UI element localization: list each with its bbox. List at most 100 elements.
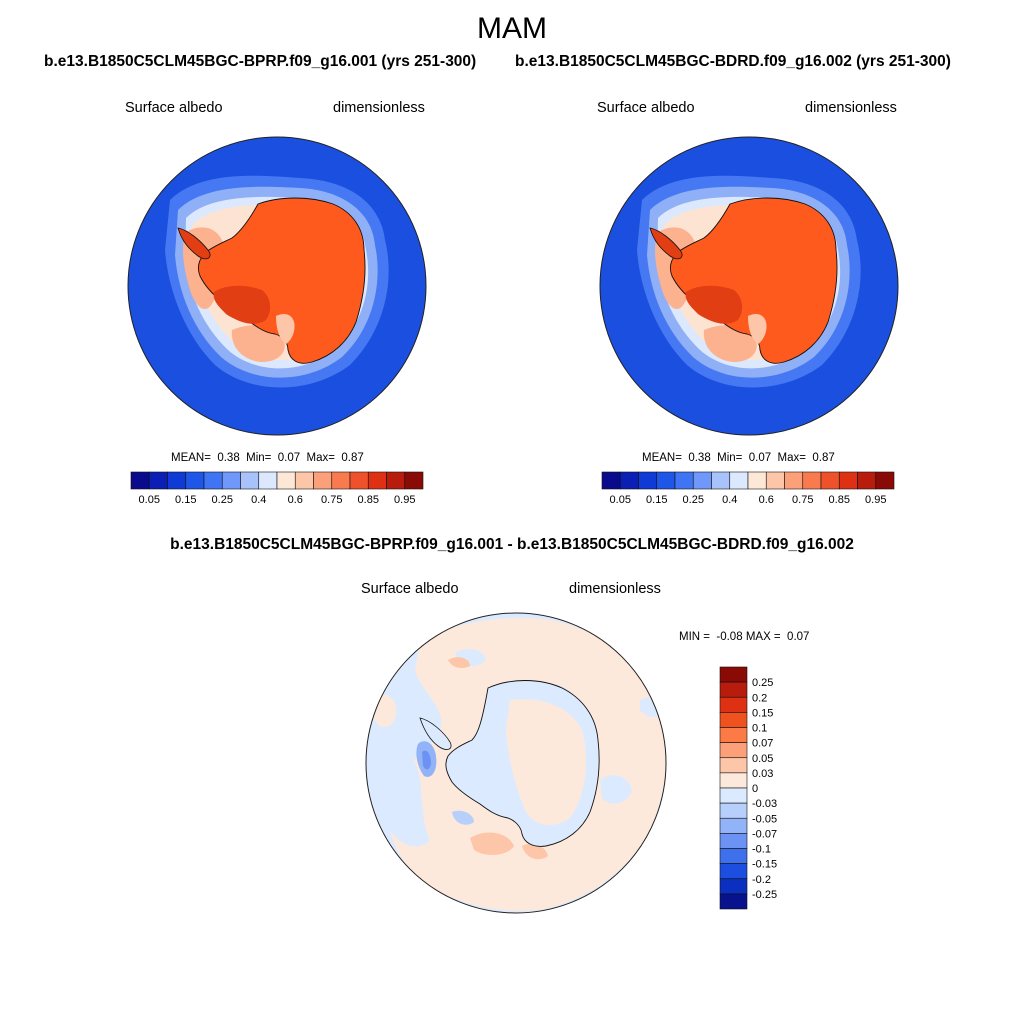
right-colorbar-swatch: [638, 471, 658, 490]
diff-max-label: MAX =: [745, 631, 781, 643]
left-colorbar-tick-label: 0.75: [321, 494, 342, 506]
diff-colorbar-swatch: [719, 742, 748, 759]
diff-colorbar: 0.25 0.2 0.15 0.1 0.07 0.05 0.03 0 -0.03 -0.05 -0.…: [719, 666, 777, 910]
right-colorbar-tick-label: 0.85: [829, 494, 850, 506]
right-colorbar-tick-label: 0.15: [646, 494, 667, 506]
left-colorbar-swatch: [185, 471, 205, 490]
right-ross-ice-shelf: [748, 314, 767, 344]
diff-min-value: -0.08: [716, 631, 743, 643]
right-colorbar-swatch: [711, 471, 731, 490]
right-colorbar-tick-label: 0.75: [792, 494, 813, 506]
left-colorbar: 0.05 0.15 0.25 0.4 0.6 0.75 0.85 0.95: [130, 471, 424, 506]
left-min-label: Min=: [246, 452, 272, 464]
diff-colorbar-tick-label: -0.1: [752, 844, 771, 856]
right-colorbar-tick-label: 0.25: [683, 494, 704, 506]
left-albedo-map: [127, 136, 427, 436]
right-albedo-map: [599, 136, 899, 436]
left-colorbar-swatch: [276, 471, 296, 490]
diff-colorbar-tick-label: -0.05: [752, 813, 777, 825]
right-colorbar: 0.05 0.15 0.25 0.4 0.6 0.75 0.85 0.95: [601, 471, 895, 506]
diff-colorbar-swatch: [719, 712, 748, 728]
right-colorbar-swatch: [820, 471, 840, 490]
diff-units-label: dimensionless: [569, 581, 661, 597]
page-title: MAM: [477, 12, 547, 45]
left-colorbar-tick-label: 0.6: [288, 494, 303, 506]
right-max-label: Max=: [777, 452, 806, 464]
right-colorbar-swatch: [601, 471, 621, 490]
diff-colorbar-tick-label: -0.03: [752, 798, 777, 810]
diff-colorbar-tick-label: 0.1: [752, 723, 767, 735]
diff-colorbar-tick-label: 0.25: [752, 677, 773, 689]
diff-colorbar-tick-label: 0.03: [752, 768, 773, 780]
left-mean-label: MEAN=: [171, 452, 211, 464]
right-min-value: 0.07: [748, 452, 772, 464]
diff-colorbar-swatch: [719, 817, 748, 834]
right-variable-label: Surface albedo: [597, 100, 695, 116]
diff-colorbar-swatch: [719, 696, 748, 713]
diff-colorbar-swatch: [719, 787, 748, 804]
diff-variable-label: Surface albedo: [361, 581, 459, 597]
left-stats: MEAN= 0.38 Min= 0.07 Max= 0.87: [171, 452, 364, 464]
diff-min-label: MIN =: [679, 631, 710, 643]
diff-colorbar-tick-label: -0.07: [752, 828, 777, 840]
right-colorbar-tick-label: 0.05: [610, 494, 631, 506]
left-colorbar-tick-label: 0.15: [175, 494, 196, 506]
diff-colorbar-tick-label: -0.2: [752, 874, 771, 886]
right-stats: MEAN= 0.38 Min= 0.07 Max= 0.87: [642, 452, 835, 464]
right-colorbar-swatch: [857, 471, 877, 490]
left-colorbar-tick-label: 0.05: [139, 494, 160, 506]
right-colorbar-swatch: [692, 471, 712, 490]
left-variable-label: Surface albedo: [125, 100, 223, 116]
diff-colorbar-swatch: [719, 772, 748, 789]
diff-colorbar-tick-label: 0.07: [752, 738, 773, 750]
right-colorbar-tick-label: 0.4: [722, 494, 737, 506]
left-colorbar-swatch: [130, 471, 150, 490]
diff-colorbar-tick-label: -0.15: [752, 859, 777, 871]
diff-colorbar-tick-label: 0.15: [752, 707, 773, 719]
diff-strong-positive: [448, 657, 548, 860]
right-units-label: dimensionless: [805, 100, 897, 116]
diff-colorbar-tick-label: -0.25: [752, 889, 777, 901]
right-colorbar-swatch: [674, 471, 694, 490]
diff-minmax: MIN = -0.08 MAX = 0.07: [679, 631, 809, 643]
right-case-title: b.e13.B1850C5CLM45BGC-BDRD.f09_g16.002 (…: [515, 53, 951, 70]
diff-colorbar-swatch: [719, 848, 748, 864]
diff-colorbar-tick-label: 0.05: [752, 753, 773, 765]
diff-albedo-map: [365, 612, 667, 914]
right-colorbar-swatch: [656, 471, 676, 490]
diff-colorbar-tick-label: 0.2: [752, 692, 767, 704]
right-colorbar-swatch: [802, 471, 822, 490]
left-west-antarctic-dark: [213, 285, 271, 324]
left-case-title: b.e13.B1850C5CLM45BGC-BPRP.f09_g16.001 (…: [44, 53, 477, 70]
diff-colorbar-swatch: [719, 727, 748, 743]
diff-colorbar-swatch: [719, 757, 748, 774]
left-peninsula: [177, 227, 211, 260]
right-mean-label: MEAN=: [642, 452, 682, 464]
left-min-value: 0.07: [277, 452, 301, 464]
left-mean-value: 0.38: [217, 452, 240, 464]
diff-colorbar-swatch: [719, 878, 748, 895]
left-max-value: 0.87: [341, 452, 364, 464]
left-max-label: Max=: [306, 452, 335, 464]
left-colorbar-swatch: [349, 471, 369, 490]
diff-continent-warm-interior: [506, 699, 586, 826]
right-colorbar-tick-label: 0.6: [759, 494, 774, 506]
left-colorbar-tick-label: 0.25: [212, 494, 233, 506]
right-colorbar-swatch: [765, 471, 785, 490]
diff-colorbar-swatch: [719, 893, 748, 910]
diff-colorbar-swatch: [719, 666, 748, 683]
right-colorbar-swatch: [729, 471, 749, 490]
left-units-label: dimensionless: [333, 100, 425, 116]
left-colorbar-swatch: [167, 471, 187, 490]
right-min-label: Min=: [717, 452, 743, 464]
left-colorbar-swatch: [240, 471, 260, 490]
diff-peninsula: [419, 717, 452, 750]
left-colorbar-swatch: [148, 471, 168, 490]
left-colorbar-swatch: [221, 471, 241, 490]
right-colorbar-swatch: [784, 471, 804, 490]
right-colorbar-swatch: [838, 471, 858, 490]
right-colorbar-swatch: [875, 471, 895, 490]
left-colorbar-tick-label: 0.4: [251, 494, 266, 506]
right-colorbar-tick-label: 0.95: [865, 494, 886, 506]
